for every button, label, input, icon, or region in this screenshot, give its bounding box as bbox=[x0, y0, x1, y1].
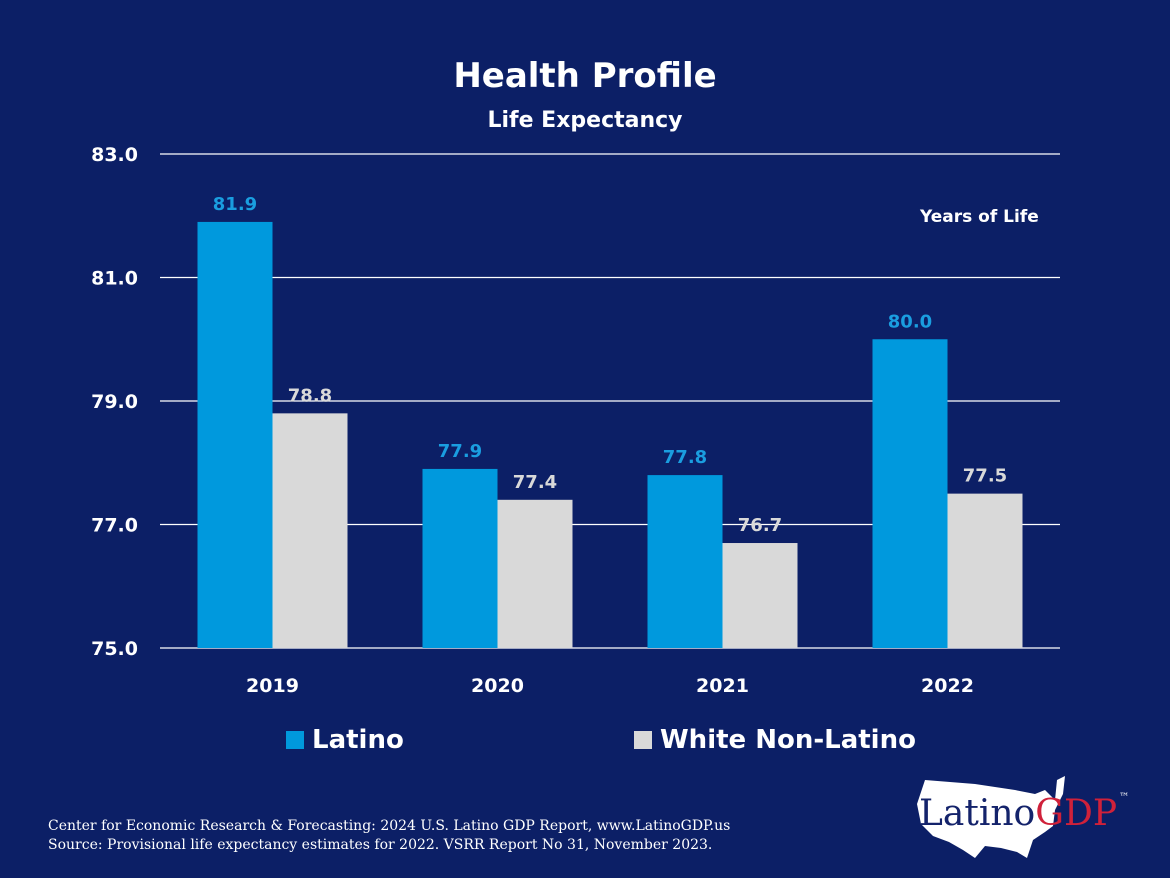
chart-title: Health Profile bbox=[453, 56, 717, 96]
data-label: 81.9 bbox=[213, 194, 257, 215]
footer-source: Source: Provisional life expectancy esti… bbox=[48, 837, 713, 853]
logo-text-gdp: GDP bbox=[1035, 793, 1118, 834]
logo-tm: ™ bbox=[1119, 792, 1130, 803]
x-tick-label: 2020 bbox=[471, 675, 524, 697]
y-tick-label: 81.0 bbox=[91, 268, 138, 290]
data-label: 78.8 bbox=[288, 385, 332, 406]
data-label: 76.7 bbox=[738, 515, 782, 536]
data-label: 77.8 bbox=[663, 447, 707, 468]
y-tick-label: 77.0 bbox=[91, 515, 138, 537]
y-tick-label: 83.0 bbox=[91, 144, 138, 166]
footer-credit: Center for Economic Research & Forecasti… bbox=[48, 818, 731, 834]
x-tick-label: 2022 bbox=[921, 675, 974, 697]
legend-item-white: White Non-Latino bbox=[634, 725, 916, 755]
y-unit-label: Years of Life bbox=[920, 207, 1039, 227]
y-tick-label: 79.0 bbox=[91, 391, 138, 413]
logo-text-latino: Latino bbox=[919, 793, 1036, 834]
latinogdp-logo: Latino GDP ™ bbox=[905, 770, 1165, 870]
bar-latino bbox=[647, 475, 723, 648]
data-label: 77.9 bbox=[438, 441, 482, 462]
y-tick-label: 75.0 bbox=[91, 638, 138, 660]
usa-map-icon bbox=[917, 776, 1065, 858]
bar-white-non-latino bbox=[272, 413, 348, 648]
legend-item-latino: Latino bbox=[286, 725, 404, 755]
x-tick-label: 2021 bbox=[696, 675, 749, 697]
data-label: 77.4 bbox=[513, 472, 557, 493]
bar-white-non-latino bbox=[947, 493, 1023, 648]
bar-latino bbox=[422, 468, 498, 648]
legend-swatch-white bbox=[634, 731, 652, 749]
data-label: 80.0 bbox=[888, 311, 932, 332]
legend-label: Latino bbox=[312, 725, 404, 755]
bar-latino bbox=[197, 221, 273, 649]
data-label: 77.5 bbox=[963, 466, 1007, 487]
logo-wordmark: Latino GDP ™ bbox=[919, 792, 1129, 836]
bar-latino bbox=[872, 339, 948, 648]
bar-white-non-latino bbox=[497, 499, 573, 648]
x-tick-label: 2019 bbox=[246, 675, 299, 697]
bar-white-non-latino bbox=[722, 543, 798, 648]
chart-subtitle: Life Expectancy bbox=[487, 108, 683, 133]
legend-label: White Non-Latino bbox=[660, 725, 916, 755]
legend-swatch-latino bbox=[286, 731, 304, 749]
